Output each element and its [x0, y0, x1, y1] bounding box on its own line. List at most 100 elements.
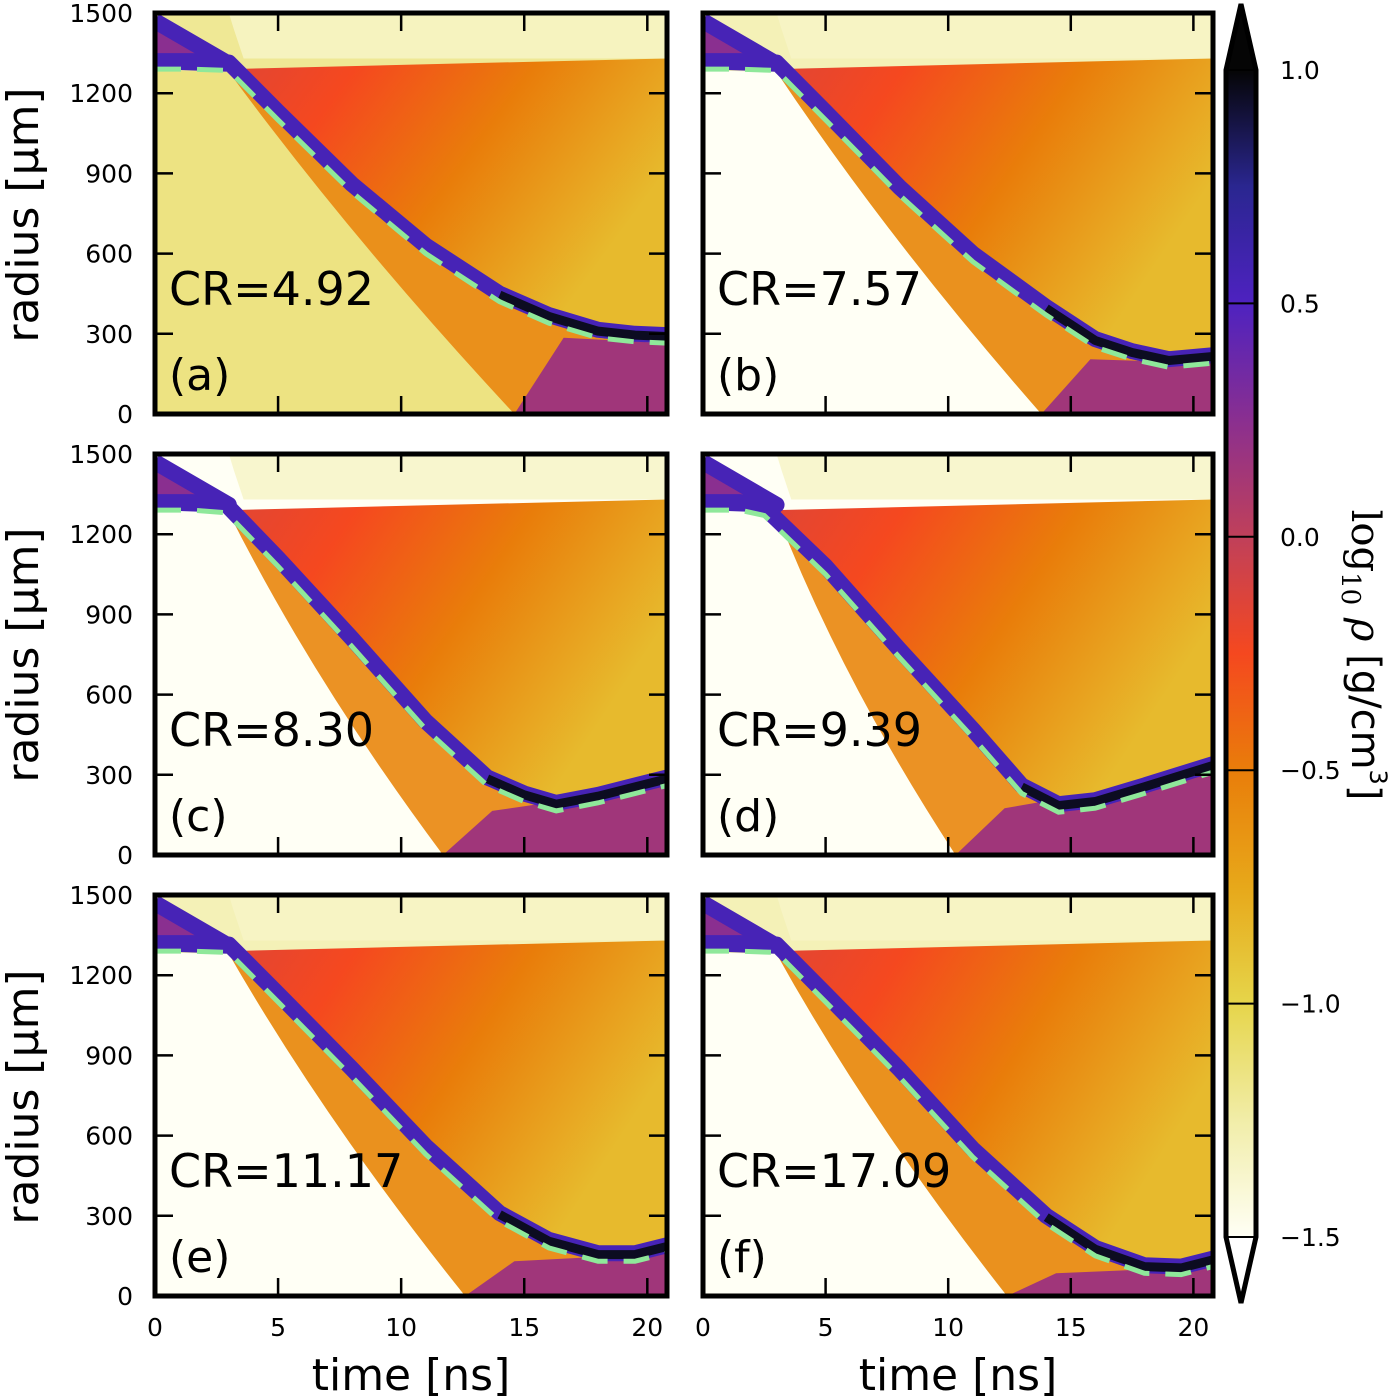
peak-density-band — [497, 1210, 667, 1260]
colorbar-extend-max-arrow — [1226, 4, 1256, 70]
ablation-fan-region — [155, 499, 667, 806]
panel-plot-area — [703, 13, 1213, 414]
panel-plot-area — [703, 454, 1213, 855]
shell-trajectory-line — [155, 948, 667, 1264]
peak-density-band — [1019, 761, 1213, 811]
y-tick-label: 0 — [117, 841, 133, 870]
x-tick-label: 10 — [932, 1313, 964, 1342]
cr-label: CR=4.92 — [169, 262, 374, 316]
panel-f: 0 5 10 15 20 CR=17.09 (f) — [695, 892, 1216, 1342]
cr-label: CR=11.17 — [169, 1144, 403, 1198]
peak-density-band — [497, 290, 667, 341]
peak-density-band — [485, 774, 667, 809]
y-tick-label: 1500 — [69, 440, 133, 469]
ablation-fan-region — [155, 58, 667, 338]
stagnation-region — [1041, 359, 1213, 414]
ablation-fan-region — [703, 940, 1213, 1270]
y-tick-label: 1500 — [69, 0, 133, 28]
y-tick-label: 600 — [85, 1122, 133, 1151]
shell-trajectory-line — [703, 507, 1213, 815]
stagnation-region — [514, 337, 667, 414]
stagnation-region — [955, 772, 1213, 855]
y-tick-label: 900 — [85, 600, 133, 629]
panel-c: 0 300 600 900 1200 1500 CR=8.30 (c) — [69, 440, 670, 870]
ablation-fan-region — [155, 940, 667, 1256]
upper-corona-band — [703, 454, 1213, 500]
panel-plot-area — [703, 895, 1213, 1296]
y-tick-label: 0 — [117, 1282, 133, 1311]
colorbar-tick-label: −0.5 — [1280, 756, 1341, 785]
unshocked-fuel-region — [703, 511, 956, 855]
y-axis-title-row-2: radius [μm] — [0, 527, 49, 782]
shocked-fuel-region — [228, 70, 667, 414]
panel-frame — [152, 10, 670, 417]
colorbar-tick-label: 1.0 — [1280, 56, 1320, 85]
x-tick-label: 5 — [270, 1313, 286, 1342]
unshocked-fuel-region — [155, 70, 515, 414]
colorbar-tick-label: −1.0 — [1280, 990, 1341, 1019]
unshocked-fuel-region — [703, 70, 1042, 414]
stagnation-region — [1007, 1266, 1213, 1296]
x-tick-label: 15 — [1055, 1313, 1087, 1342]
colorbar-title-sup: 3 — [1364, 770, 1392, 785]
colorbar-tick-label: 0.0 — [1280, 523, 1320, 552]
upper-corona-band — [155, 895, 667, 941]
stagnation-region — [443, 785, 667, 855]
unshocked-fuel-region — [155, 952, 466, 1296]
panel-e: 0 5 10 15 20 0 300 600 900 1200 1500 CR=11.17 (e) — [69, 881, 670, 1342]
colorbar-tick-label: 0.5 — [1280, 289, 1320, 318]
colorbar-title-log: log — [1342, 510, 1388, 572]
colorbar-title-close: ] — [1342, 785, 1388, 801]
x-tick-label: 5 — [818, 1313, 834, 1342]
colorbar-tick-label: −1.5 — [1280, 1223, 1341, 1252]
upper-corona-band — [703, 13, 1213, 59]
shell-trajectory-line — [155, 66, 667, 346]
y-tick-label: 900 — [85, 1041, 133, 1070]
cr-label: CR=8.30 — [169, 703, 374, 757]
y-axis-title-row-1: radius [μm] — [0, 87, 49, 342]
y-tick-label: 600 — [85, 240, 133, 269]
colorbar-extend-min-arrow — [1226, 1237, 1256, 1303]
y-tick-label: 600 — [85, 681, 133, 710]
panel-frame — [152, 892, 670, 1299]
colorbar-title-sub: 10 — [1335, 572, 1365, 605]
stagnation-region — [465, 1253, 667, 1296]
panel-letter: (b) — [717, 350, 779, 401]
shell-trajectory-line — [703, 66, 1213, 370]
x-tick-label: 0 — [147, 1313, 163, 1342]
x-tick-label: 10 — [385, 1313, 417, 1342]
cr-label: CR=17.09 — [717, 1144, 951, 1198]
panel-letter: (f) — [717, 1232, 767, 1283]
x-axis-title-left: time [ns] — [312, 1350, 511, 1397]
panel-letter: (a) — [169, 350, 230, 401]
y-tick-label: 1200 — [69, 520, 133, 549]
y-tick-label: 1500 — [69, 881, 133, 910]
unshocked-fuel-region — [155, 511, 443, 855]
panel-letter: (c) — [169, 791, 228, 842]
panels-group: 030060090012001500CR=4.92(a)CR=7.57(b)03… — [69, 0, 1216, 1342]
panel-frame — [152, 451, 670, 858]
y-tick-label: 300 — [85, 1202, 133, 1231]
panel-plot-area — [155, 454, 667, 855]
x-tick-label: 20 — [1177, 1313, 1209, 1342]
y-tick-label: 900 — [85, 159, 133, 188]
x-tick-label: 0 — [695, 1313, 711, 1342]
y-axis-title-row-3: radius [μm] — [0, 969, 49, 1224]
shell-trajectory-line — [703, 948, 1213, 1278]
ablation-fan-region — [703, 499, 1213, 807]
y-tick-label: 0 — [117, 400, 133, 429]
panel-letter: (e) — [169, 1232, 230, 1283]
panel-d: CR=9.39 (d) — [700, 451, 1216, 858]
unshocked-fuel-region — [703, 952, 1008, 1296]
panel-plot-area — [155, 895, 667, 1296]
panel-frame — [700, 10, 1216, 417]
peak-density-band — [1043, 1213, 1213, 1273]
colorbar-title-unit: [g/cm — [1342, 654, 1388, 769]
upper-corona-band — [155, 13, 667, 59]
y-tick-label: 300 — [85, 761, 133, 790]
x-axis-title-right: time [ns] — [859, 1350, 1058, 1397]
y-tick-label: 300 — [85, 320, 133, 349]
panel-letter: (d) — [717, 791, 779, 842]
y-tick-label: 1200 — [69, 79, 133, 108]
x-tick-label: 20 — [631, 1313, 663, 1342]
